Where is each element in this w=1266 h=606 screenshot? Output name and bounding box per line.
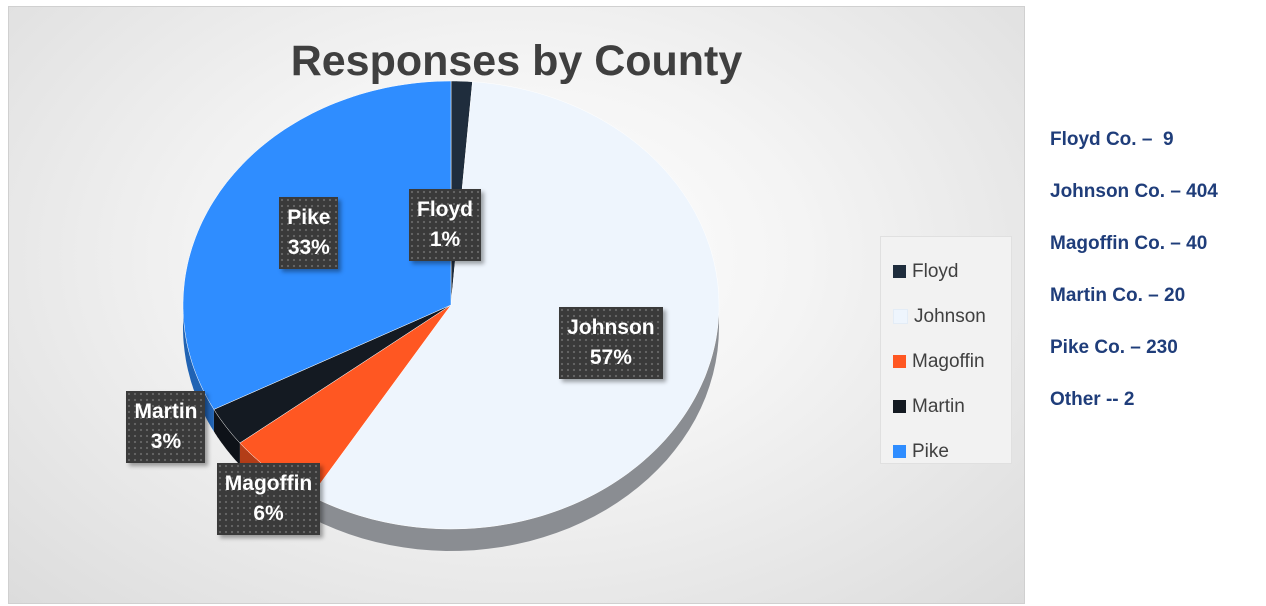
data-label-name: Martin xyxy=(134,399,198,423)
data-label-name: Magoffin xyxy=(224,471,313,495)
county-total-item: Johnson Co. – 404 xyxy=(1050,181,1218,202)
county-total-item: Floyd Co. – 9 xyxy=(1050,129,1174,150)
legend-item-magoffin: Magoffin xyxy=(893,339,1011,384)
legend-item-floyd: Floyd xyxy=(893,249,1011,294)
legend-label: Floyd xyxy=(912,260,959,282)
data-label-name: Pike xyxy=(287,206,331,230)
data-label-pike: Pike 33% xyxy=(279,197,339,270)
county-totals: Floyd Co. – 9 Johnson Co. – 404 Magoffin C… xyxy=(1050,120,1218,432)
data-label-johnson: Johnson 57% xyxy=(559,307,663,380)
data-label-magoffin: Magoffin 6% xyxy=(216,462,321,535)
legend-item-johnson: Johnson xyxy=(893,294,1011,339)
county-total-item: Pike Co. – 230 xyxy=(1050,337,1178,358)
data-label-martin: Martin 3% xyxy=(126,390,206,463)
data-label-percent: 6% xyxy=(253,501,284,525)
data-label-floyd: Floyd 1% xyxy=(409,189,481,261)
data-label-name: Floyd xyxy=(417,198,473,221)
legend-label: Martin xyxy=(912,395,965,417)
legend-swatch xyxy=(893,355,906,368)
legend: Floyd Johnson Magoffin Martin Pike xyxy=(880,236,1012,464)
pie-slice-martin xyxy=(213,304,452,444)
pie-side-johnson xyxy=(311,305,719,551)
chart-area: Responses by County Floyd 1% Johnson 57% Mag… xyxy=(8,6,1025,604)
data-label-percent: 3% xyxy=(150,429,182,453)
pie-side-martin xyxy=(213,409,240,465)
pie-slice-johnson xyxy=(310,81,720,530)
legend-swatch xyxy=(893,445,906,458)
legend-item-pike: Pike xyxy=(893,429,1011,474)
legend-label: Pike xyxy=(912,440,949,462)
legend-swatch xyxy=(893,400,906,413)
chart-title: Responses by County xyxy=(290,37,743,85)
county-total-item: Martin Co. – 20 xyxy=(1050,285,1186,306)
data-label-percent: 57% xyxy=(589,346,632,370)
pie-side-pike xyxy=(183,305,214,432)
data-label-percent: 1% xyxy=(429,228,461,251)
county-total-item: Other -- 2 xyxy=(1050,389,1135,410)
legend-swatch xyxy=(893,265,906,278)
legend-swatch xyxy=(893,309,908,324)
legend-label: Johnson xyxy=(914,305,986,327)
legend-label: Magoffin xyxy=(912,350,985,372)
county-total-item: Magoffin Co. – 40 xyxy=(1050,233,1208,254)
data-label-name: Johnson xyxy=(567,316,655,340)
data-label-percent: 33% xyxy=(287,236,330,260)
pie-chart xyxy=(182,80,720,551)
legend-item-martin: Martin xyxy=(893,384,1011,429)
